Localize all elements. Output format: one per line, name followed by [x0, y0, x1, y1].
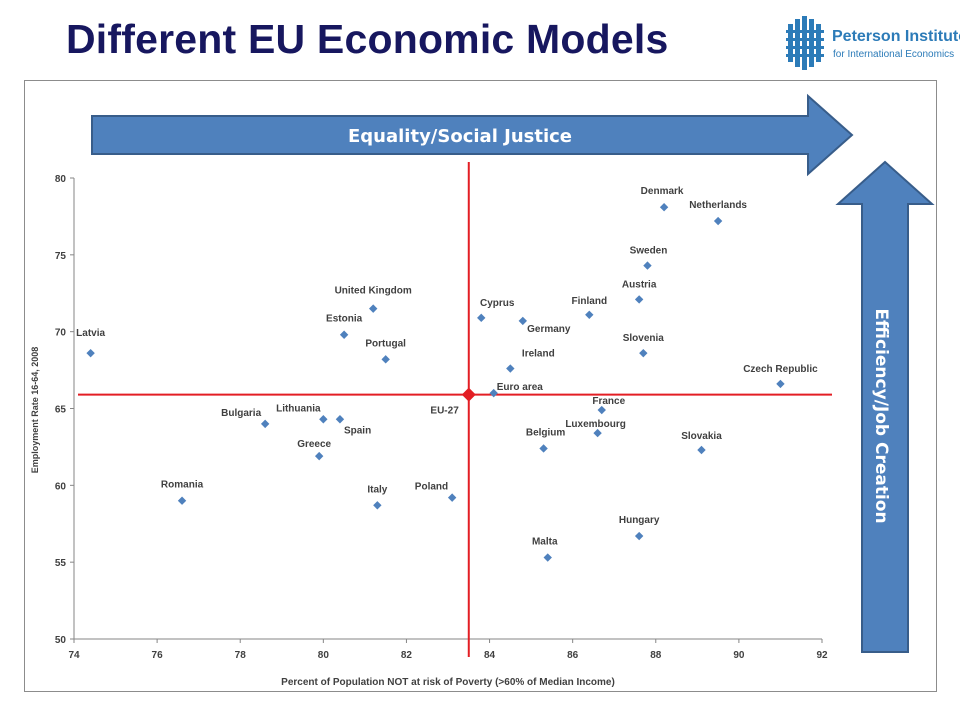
- y-tick-label: 50: [55, 635, 67, 646]
- data-point: [381, 355, 390, 364]
- point-label: Italy: [367, 484, 387, 495]
- data-point: [639, 348, 648, 358]
- slide-title: Different EU Economic Models: [66, 16, 669, 62]
- point-label: Bulgaria: [221, 408, 261, 419]
- data-point: [643, 261, 652, 270]
- x-tick-label: 88: [650, 650, 662, 661]
- point-label: Germany: [527, 324, 571, 335]
- data-point: [585, 310, 594, 319]
- point-label: Spain: [344, 425, 371, 436]
- equality-arrow-label: Equality/Social Justice: [348, 126, 572, 147]
- data-point: [518, 316, 527, 326]
- data-point: [539, 444, 548, 453]
- y-tick-label: 55: [55, 558, 67, 569]
- point-label: Malta: [532, 537, 558, 548]
- y-axis-title: Employment Rate 16-64, 2008: [30, 347, 40, 474]
- point-label: Netherlands: [689, 200, 747, 211]
- x-tick-label: 82: [401, 650, 413, 661]
- data-point: [447, 493, 457, 502]
- y-tick-label: 70: [55, 328, 67, 339]
- point-label: Portugal: [365, 338, 406, 349]
- y-tick-label: 80: [55, 174, 67, 185]
- x-tick-label: 86: [567, 650, 579, 661]
- point-label: Lithuania: [276, 403, 321, 414]
- data-point: [477, 313, 486, 323]
- point-label: France: [592, 396, 625, 407]
- x-tick-label: 90: [733, 650, 745, 661]
- point-label: United Kingdom: [335, 286, 412, 297]
- point-label: Hungary: [619, 515, 660, 526]
- point-label: Poland: [415, 482, 448, 493]
- point-labels: Latvia Romania Bulgaria Lithuania Spain Greec…: [76, 186, 818, 547]
- point-label: Cyprus: [480, 298, 515, 309]
- data-point: [339, 330, 349, 339]
- data-point: [593, 428, 602, 438]
- point-label: Latvia: [76, 328, 105, 339]
- y-tick-label: 65: [55, 405, 67, 416]
- point-label: Austria: [622, 279, 657, 290]
- efficiency-arrow-label: Efficiency/Job Creation: [871, 308, 891, 523]
- point-label: Czech Republic: [743, 364, 818, 375]
- x-axis-title: Percent of Population NOT at risk of Pov…: [281, 677, 615, 688]
- x-tick-label: 76: [152, 650, 164, 661]
- data-point: [634, 295, 644, 304]
- point-label: Slovakia: [681, 431, 722, 442]
- data-point: [373, 501, 382, 510]
- x-tick-label: 80: [318, 650, 330, 661]
- y-ticks: 50 55 60 65 70 75 80: [55, 174, 74, 646]
- data-point: [314, 451, 324, 461]
- point-label: Romania: [161, 480, 204, 491]
- point-label: Luxembourg: [565, 419, 626, 430]
- point-label: Denmark: [641, 186, 684, 197]
- data-point: [335, 415, 345, 424]
- data-point: [177, 496, 187, 505]
- eu27-marker: [461, 387, 476, 402]
- point-label: Slovenia: [623, 333, 665, 344]
- data-point: [713, 216, 723, 226]
- x-tick-label: 74: [68, 650, 80, 661]
- data-point: [86, 348, 95, 358]
- data-point: [260, 419, 270, 429]
- chart-frame: [24, 80, 937, 692]
- data-points: [86, 202, 785, 562]
- data-point: [489, 388, 498, 398]
- data-point: [697, 445, 706, 455]
- logo-mark-icon: [786, 16, 824, 70]
- x-tick-label: 84: [484, 650, 496, 661]
- eu27-label: EU-27: [430, 406, 459, 417]
- y-tick-label: 60: [55, 481, 67, 492]
- x-tick-label: 92: [816, 650, 828, 661]
- data-point: [776, 379, 785, 389]
- data-point: [543, 553, 552, 562]
- point-label: Finland: [572, 296, 608, 307]
- efficiency-arrow: [835, 160, 935, 653]
- data-point: [659, 202, 669, 212]
- x-ticks: 74 76 78 80 82 84 86 88 90 92: [68, 639, 828, 661]
- data-point: [597, 405, 606, 415]
- data-point: [506, 364, 515, 373]
- point-label: Sweden: [630, 246, 668, 257]
- data-point: [319, 415, 328, 424]
- point-label: Euro area: [497, 382, 544, 393]
- peterson-institute-logo: Peterson Institute for International Eco…: [786, 16, 960, 72]
- point-label: Ireland: [522, 349, 555, 360]
- data-point: [634, 531, 644, 541]
- y-tick-label: 75: [55, 251, 67, 262]
- logo-subtitle: for International Economics: [833, 49, 955, 60]
- logo-name: Peterson Institute: [832, 28, 960, 45]
- point-label: Belgium: [526, 427, 566, 438]
- point-label: Greece: [297, 439, 331, 450]
- x-tick-label: 78: [235, 650, 247, 661]
- point-label: Estonia: [326, 314, 363, 325]
- data-point: [369, 304, 378, 313]
- equality-arrow: [91, 93, 854, 177]
